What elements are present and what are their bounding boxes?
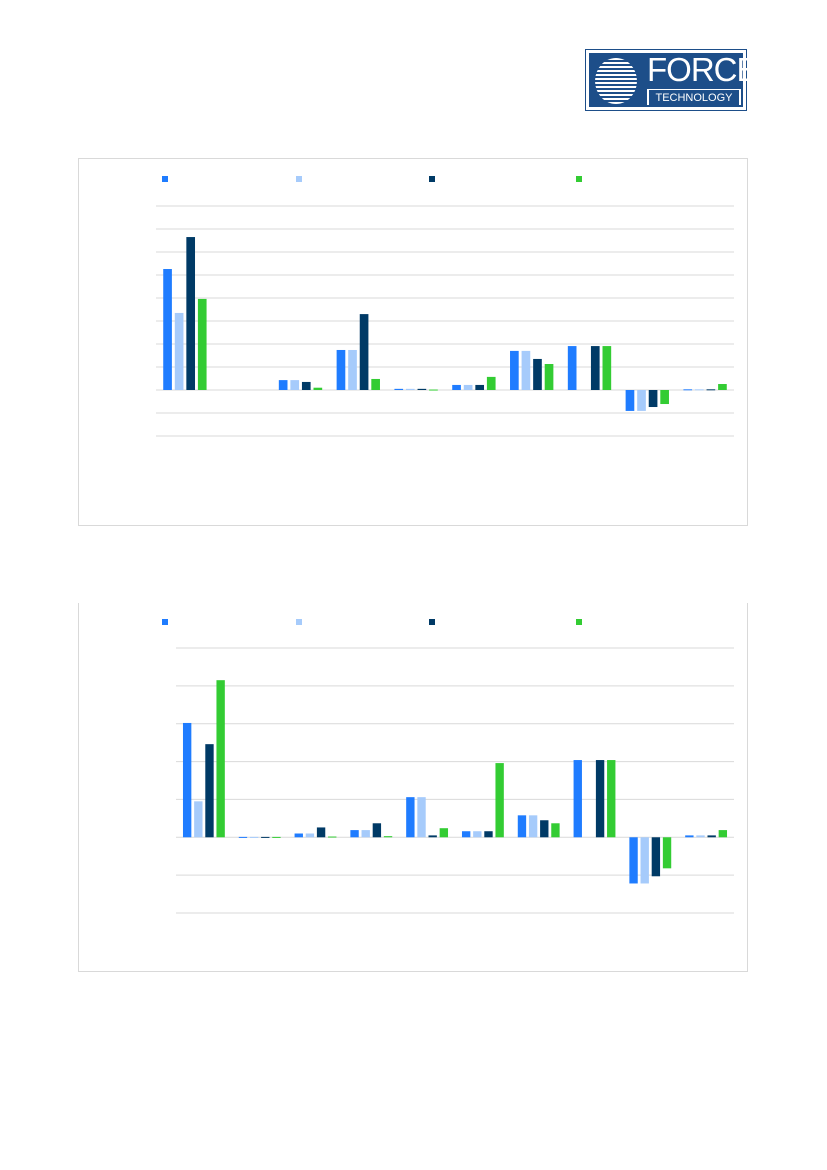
- legend-marker: [296, 619, 302, 625]
- bar: [336, 349, 346, 390]
- bar: [517, 815, 527, 838]
- legend-marker: [576, 619, 582, 625]
- bar: [359, 314, 369, 390]
- bar: [718, 830, 728, 838]
- bar: [163, 269, 172, 390]
- bar: [521, 350, 531, 390]
- bar: [290, 380, 300, 390]
- legend-marker: [429, 619, 435, 625]
- bar: [473, 831, 482, 838]
- bar: [625, 390, 635, 411]
- bar: [475, 384, 485, 390]
- bar: [662, 837, 672, 869]
- bar: [417, 388, 427, 390]
- bar: [316, 827, 326, 838]
- bar: [540, 820, 549, 838]
- bar: [272, 836, 281, 838]
- bar: [182, 722, 192, 838]
- bar: [551, 823, 560, 838]
- bar: [194, 801, 203, 838]
- bar: [640, 837, 649, 884]
- bar: [197, 298, 207, 390]
- bar: [452, 384, 461, 390]
- bar: [718, 384, 727, 390]
- bar: [439, 828, 449, 838]
- bar: [648, 390, 658, 408]
- logo-word: FORCE: [647, 51, 758, 88]
- bar: [186, 237, 196, 390]
- legend-marker: [429, 176, 435, 182]
- bar: [683, 389, 693, 391]
- bar: [372, 823, 382, 838]
- bar: [486, 376, 496, 390]
- bar: [463, 384, 473, 390]
- bar: [544, 364, 554, 390]
- bar: [528, 815, 538, 838]
- chart-svg: [162, 619, 734, 914]
- bar: [495, 763, 504, 838]
- bar: [590, 346, 600, 390]
- bar: [328, 836, 337, 838]
- bar: [417, 797, 426, 838]
- globe-icon: [595, 58, 637, 104]
- legend-marker: [296, 176, 302, 182]
- bar: [510, 350, 519, 390]
- bar: [595, 760, 605, 838]
- bar: [637, 390, 646, 411]
- chart-2: [78, 603, 748, 972]
- bar: [461, 831, 471, 838]
- bar: [249, 836, 259, 838]
- bar: [278, 380, 288, 390]
- bar: [313, 387, 323, 390]
- bar: [174, 312, 184, 390]
- bar: [707, 835, 716, 838]
- bar: [294, 833, 303, 838]
- legend-marker: [576, 176, 582, 182]
- bar: [361, 830, 370, 838]
- legend-marker: [162, 619, 168, 625]
- logo-sub: TECHNOLOGY: [647, 89, 741, 106]
- bar: [573, 760, 582, 838]
- bar: [238, 836, 248, 838]
- bar: [301, 381, 311, 390]
- bar: [348, 349, 357, 390]
- bar: [685, 835, 694, 838]
- chart-1: [78, 158, 748, 526]
- force-technology-logo: FORCE TECHNOLOGY: [585, 49, 758, 111]
- bar: [607, 760, 616, 838]
- bar: [484, 831, 493, 838]
- bar: [428, 835, 437, 838]
- bar: [261, 836, 270, 838]
- bar: [405, 388, 415, 390]
- bar: [350, 830, 359, 838]
- bar: [660, 390, 669, 405]
- bar: [429, 389, 438, 391]
- bar: [216, 680, 225, 838]
- bar: [567, 346, 577, 390]
- bar: [371, 378, 380, 390]
- bar: [383, 836, 393, 838]
- chart-svg: [156, 176, 734, 437]
- bar: [694, 389, 704, 391]
- legend-marker: [162, 176, 168, 182]
- bar: [205, 744, 214, 838]
- bar: [394, 388, 404, 390]
- bar: [602, 346, 612, 390]
- bar: [706, 389, 716, 391]
- bar: [651, 837, 661, 877]
- bar: [533, 358, 542, 390]
- bar: [696, 835, 705, 838]
- bar: [305, 833, 315, 838]
- bar: [406, 797, 415, 838]
- bar: [629, 837, 638, 884]
